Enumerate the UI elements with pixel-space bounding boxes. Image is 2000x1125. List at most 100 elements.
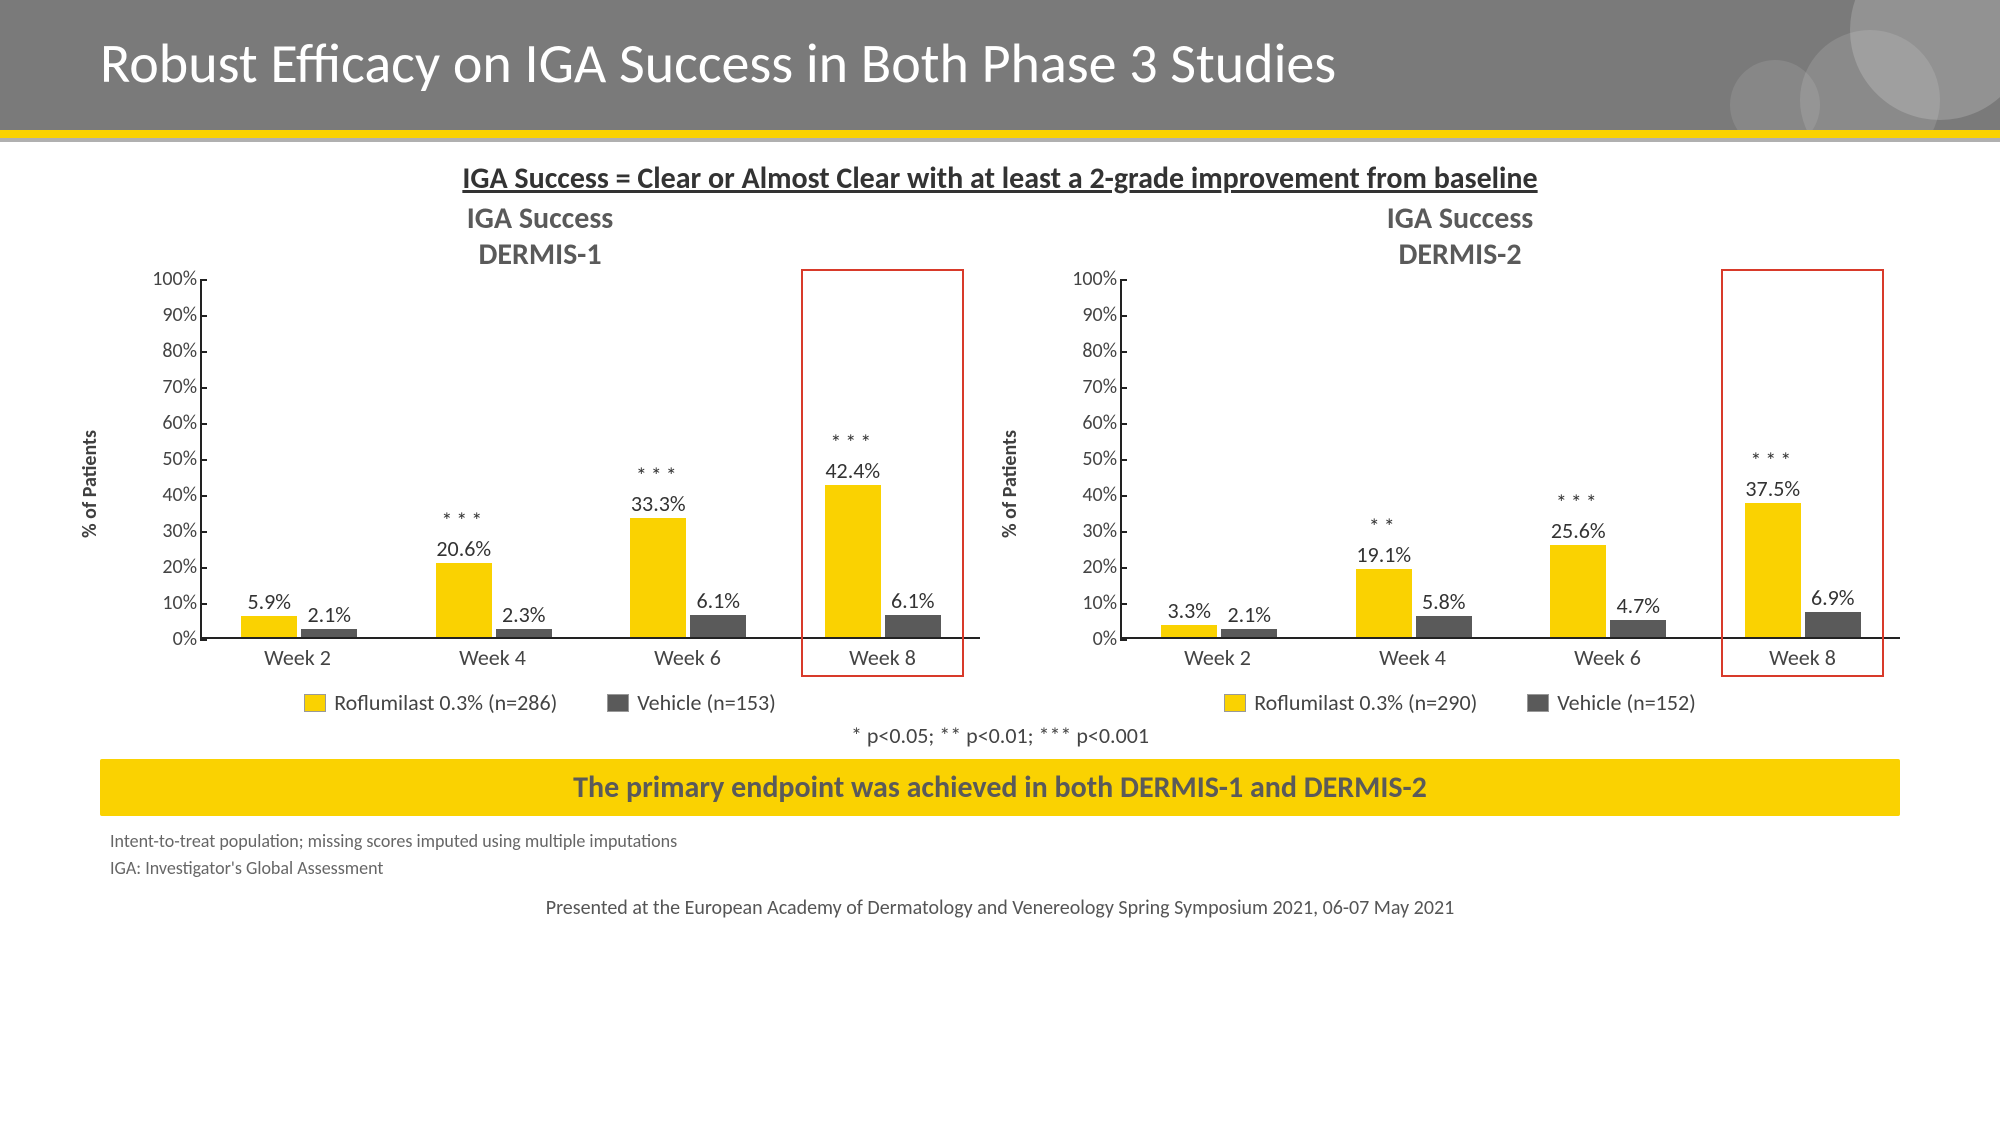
- significance-marker: ***: [825, 429, 881, 456]
- y-tick: 30%: [1055, 519, 1117, 543]
- chart-title: IGA SuccessDERMIS-2: [1020, 201, 1900, 273]
- charts-row: IGA SuccessDERMIS-1 % of Patients 0% 10% 20%…: [70, 201, 1930, 716]
- legend-item: Vehicle (n=153): [607, 689, 776, 716]
- bar-roflumilast: 3.3%: [1161, 625, 1217, 637]
- chart-panel: IGA SuccessDERMIS-1% of Patients0%10%20%…: [100, 201, 980, 716]
- bar-roflumilast: 33.3%***: [630, 518, 686, 637]
- legend-item: Vehicle (n=152): [1527, 689, 1696, 716]
- y-tick: 50%: [1055, 447, 1117, 471]
- x-label: Week 6: [1510, 644, 1705, 671]
- bar-groups: 5.9%2.1%20.6%***2.3%33.3%***6.1%42.4%***…: [202, 279, 980, 637]
- legend-swatch-icon: [1527, 694, 1549, 712]
- bar-label: 37.5%: [1734, 475, 1812, 502]
- y-tick: 30%: [135, 519, 197, 543]
- legend-item: Roflumilast 0.3% (n=290): [1224, 689, 1477, 716]
- y-tick: 40%: [135, 483, 197, 507]
- slide-header: Robust Efficacy on IGA Success in Both P…: [0, 0, 2000, 130]
- bar-vehicle: 2.3%: [496, 629, 552, 637]
- x-label: Week 4: [395, 644, 590, 671]
- y-tick: 70%: [135, 375, 197, 399]
- significance-marker: ***: [630, 462, 686, 489]
- x-labels: Week 2Week 4Week 6Week 8: [200, 644, 980, 671]
- footnote-1: Intent-to-treat population; missing scor…: [110, 828, 1930, 855]
- bar-vehicle: 6.1%: [690, 615, 746, 637]
- y-tick: 40%: [1055, 483, 1117, 507]
- bar-roflumilast: 42.4%***: [825, 485, 881, 637]
- bar-label: 42.4%: [814, 457, 892, 484]
- bar-vehicle: 4.7%: [1610, 620, 1666, 637]
- significance-marker: **: [1356, 513, 1412, 540]
- bar-vehicle: 2.1%: [301, 629, 357, 637]
- x-label: Week 8: [1705, 644, 1900, 671]
- y-tick: 20%: [1055, 555, 1117, 579]
- y-tick: 100%: [135, 267, 197, 291]
- bar-roflumilast: 25.6%***: [1550, 545, 1606, 637]
- x-label: Week 2: [200, 644, 395, 671]
- footnotes: Intent-to-treat population; missing scor…: [110, 828, 1930, 882]
- y-tick: 10%: [135, 591, 197, 615]
- bar-label: 6.1%: [874, 587, 952, 614]
- bar-label: 19.1%: [1345, 541, 1423, 568]
- chart-box: % of Patients0%10%20%30%40%50%60%70%80%9…: [100, 279, 980, 689]
- legend: Roflumilast 0.3% (n=286)Vehicle (n=153): [100, 689, 980, 716]
- legend-swatch-icon: [607, 694, 629, 712]
- bar-group: 19.1%**5.8%: [1317, 279, 1512, 637]
- accent-band: [0, 130, 2000, 138]
- y-tick: 90%: [135, 303, 197, 327]
- bar-roflumilast: 19.1%**: [1356, 569, 1412, 637]
- bar-vehicle: 2.1%: [1221, 629, 1277, 637]
- y-tick: 60%: [1055, 411, 1117, 435]
- y-tick: 0%: [1055, 627, 1117, 651]
- plot-area: 5.9%2.1%20.6%***2.3%33.3%***6.1%42.4%***…: [200, 279, 980, 639]
- x-label: Week 6: [590, 644, 785, 671]
- bar-group: 42.4%***6.1%: [786, 279, 981, 637]
- footnote-2: IGA: Investigator's Global Assessment: [110, 855, 1930, 882]
- bar-group: 25.6%***4.7%: [1511, 279, 1706, 637]
- bar-group: 33.3%***6.1%: [591, 279, 786, 637]
- presented-at: Presented at the European Academy of Der…: [70, 896, 1930, 920]
- y-tick: 10%: [1055, 591, 1117, 615]
- bar-group: 5.9%2.1%: [202, 279, 397, 637]
- iga-definition: IGA Success = Clear or Almost Clear with…: [70, 160, 1930, 197]
- x-label: Week 2: [1120, 644, 1315, 671]
- bar-group: 37.5%***6.9%: [1706, 279, 1901, 637]
- x-labels: Week 2Week 4Week 6Week 8: [1120, 644, 1900, 671]
- y-axis-label: % of Patients: [78, 430, 102, 538]
- y-axis-label: % of Patients: [998, 430, 1022, 538]
- bar-label: 25.6%: [1539, 517, 1617, 544]
- p-value-note: * p<0.05; ** p<0.01; *** p<0.001: [70, 722, 1930, 749]
- y-tick: 100%: [1055, 267, 1117, 291]
- y-tick: 90%: [1055, 303, 1117, 327]
- chart-panel: IGA SuccessDERMIS-2% of Patients0%10%20%…: [1020, 201, 1900, 716]
- legend-swatch-icon: [304, 694, 326, 712]
- bar-label: 2.1%: [1210, 601, 1288, 628]
- bar-roflumilast: 37.5%***: [1745, 503, 1801, 637]
- bar-label: 2.3%: [485, 601, 563, 628]
- y-tick: 20%: [135, 555, 197, 579]
- bar-label: 2.1%: [290, 601, 368, 628]
- y-ticks: 0%10%20%30%40%50%60%70%80%90%100%: [135, 279, 197, 639]
- primary-endpoint-callout: The primary endpoint was achieved in bot…: [100, 759, 1900, 816]
- bar-roflumilast: 20.6%***: [436, 563, 492, 637]
- chart-title: IGA SuccessDERMIS-1: [100, 201, 980, 273]
- bar-vehicle: 6.1%: [885, 615, 941, 637]
- bar-label: 4.7%: [1599, 592, 1677, 619]
- header-decoration: [1700, 0, 2000, 130]
- y-ticks: 0%10%20%30%40%50%60%70%80%90%100%: [1055, 279, 1117, 639]
- bar-label: 6.1%: [679, 587, 757, 614]
- y-tick: 60%: [135, 411, 197, 435]
- plot-area: 3.3%2.1%19.1%**5.8%25.6%***4.7%37.5%***6…: [1120, 279, 1900, 639]
- bar-label: 6.9%: [1794, 584, 1872, 611]
- bar-label: 5.8%: [1405, 588, 1483, 615]
- bar-groups: 3.3%2.1%19.1%**5.8%25.6%***4.7%37.5%***6…: [1122, 279, 1900, 637]
- bar-label: 33.3%: [619, 490, 697, 517]
- y-tick: 70%: [1055, 375, 1117, 399]
- significance-marker: ***: [1550, 489, 1606, 516]
- y-tick: 80%: [1055, 339, 1117, 363]
- bar-group: 3.3%2.1%: [1122, 279, 1317, 637]
- y-tick: 50%: [135, 447, 197, 471]
- bar-vehicle: 6.9%: [1805, 612, 1861, 637]
- bar-roflumilast: 5.9%: [241, 616, 297, 637]
- significance-marker: ***: [1745, 447, 1801, 474]
- chart-box: % of Patients0%10%20%30%40%50%60%70%80%9…: [1020, 279, 1900, 689]
